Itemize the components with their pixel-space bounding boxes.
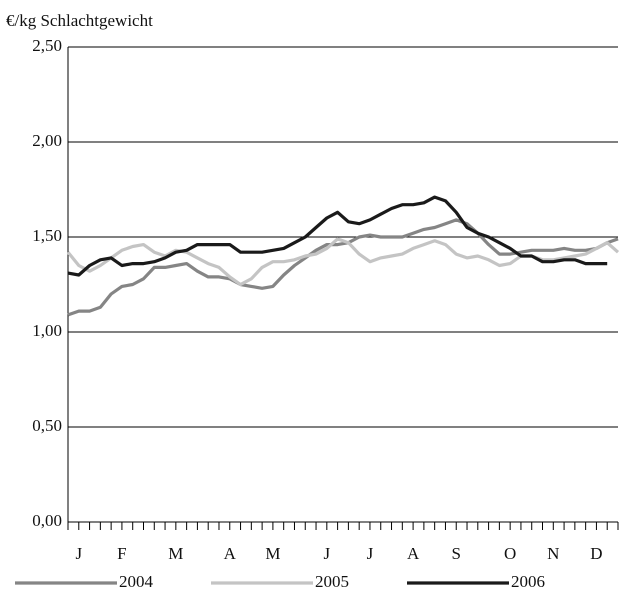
y-tick-label: 1,50 xyxy=(32,226,62,245)
x-tick-label: J xyxy=(324,544,331,563)
x-tick-label: A xyxy=(224,544,237,563)
legend-label: 2005 xyxy=(315,572,349,591)
x-tick-label: M xyxy=(265,544,280,563)
y-tick-label: 2,50 xyxy=(32,36,62,55)
x-tick-label: F xyxy=(117,544,126,563)
x-tick-label: O xyxy=(504,544,516,563)
x-tick-label: J xyxy=(75,544,82,563)
y-tick-label: 0,00 xyxy=(32,511,62,530)
y-tick-label: 2,00 xyxy=(32,131,62,150)
x-tick-label: A xyxy=(407,544,420,563)
y-tick-label: 1,00 xyxy=(32,321,62,340)
legend-label: 2006 xyxy=(511,572,545,591)
x-tick-label: M xyxy=(168,544,183,563)
series-line xyxy=(67,218,619,317)
x-tick-label: S xyxy=(452,544,461,563)
x-tick-label: J xyxy=(367,544,374,563)
y-axis-label: €/kg Schlachtgewicht xyxy=(6,11,153,30)
series-line xyxy=(67,195,608,277)
x-tick-label: D xyxy=(590,544,602,563)
legend-label: 2004 xyxy=(119,572,154,591)
x-tick-label: N xyxy=(547,544,559,563)
y-tick-label: 0,50 xyxy=(32,416,62,435)
